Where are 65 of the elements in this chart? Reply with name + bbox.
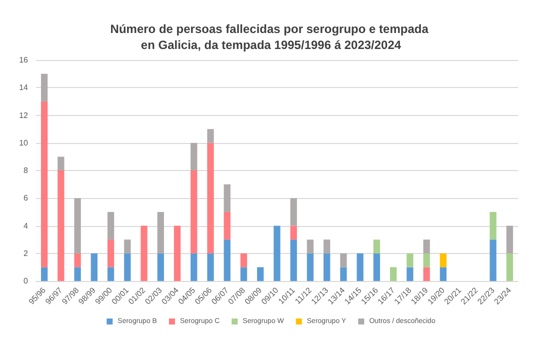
bar <box>90 253 98 281</box>
bar <box>207 129 214 143</box>
bar <box>107 240 114 268</box>
bar <box>373 253 380 281</box>
bar <box>240 253 248 268</box>
bar <box>290 226 297 240</box>
bar <box>306 240 314 254</box>
bar <box>340 267 347 281</box>
bar <box>40 74 48 102</box>
bar <box>40 267 48 281</box>
bar <box>224 240 230 281</box>
bar <box>406 253 414 268</box>
bar <box>506 226 514 254</box>
bar <box>423 240 430 254</box>
bar <box>340 253 347 268</box>
bar <box>390 267 397 281</box>
bar <box>190 170 198 254</box>
y-tick-label: 2 <box>24 248 29 258</box>
bar <box>440 267 447 281</box>
bar <box>124 240 131 254</box>
y-tick-label: 4 <box>24 221 29 230</box>
bar <box>306 253 314 281</box>
bar <box>157 212 164 254</box>
bar <box>274 226 280 281</box>
y-tick-label: 14 <box>19 83 29 92</box>
bar <box>58 170 64 281</box>
bar <box>40 101 48 268</box>
y-tick-label: 0 <box>24 276 29 286</box>
bar <box>423 253 430 268</box>
bar <box>207 142 214 254</box>
bar <box>124 253 131 281</box>
bar <box>440 253 447 268</box>
bar <box>140 226 148 281</box>
bar <box>74 198 81 254</box>
bar <box>74 253 81 268</box>
bar <box>490 240 496 281</box>
bar <box>324 253 330 281</box>
bar <box>224 212 230 240</box>
chart-title: Número de persoas fallecidas por serogrupo e tempada en Galicia, da tempada 1995/1996 á 2023/2024 <box>110 22 432 52</box>
bar <box>174 226 181 281</box>
y-tick-label: 10 <box>19 138 29 148</box>
bar <box>107 212 114 240</box>
bar <box>257 267 264 281</box>
bar <box>74 267 81 281</box>
bar <box>490 212 496 240</box>
bar <box>290 198 297 226</box>
bar <box>240 267 248 281</box>
bar <box>324 240 330 254</box>
bar <box>58 156 64 170</box>
bar <box>157 253 164 281</box>
bar <box>290 240 297 281</box>
bar <box>224 184 230 212</box>
y-tick-label: 6 <box>24 194 29 203</box>
bar <box>190 253 198 281</box>
bar <box>506 253 514 281</box>
bar <box>423 267 430 281</box>
bar <box>373 240 380 254</box>
y-tick-label: 8 <box>24 166 29 175</box>
bar <box>190 142 198 170</box>
bar <box>406 267 414 281</box>
y-tick-label: 12 <box>19 110 29 120</box>
bar <box>107 267 114 281</box>
y-tick-label: 16 <box>19 56 29 64</box>
bar <box>207 253 214 281</box>
bar <box>356 253 364 281</box>
